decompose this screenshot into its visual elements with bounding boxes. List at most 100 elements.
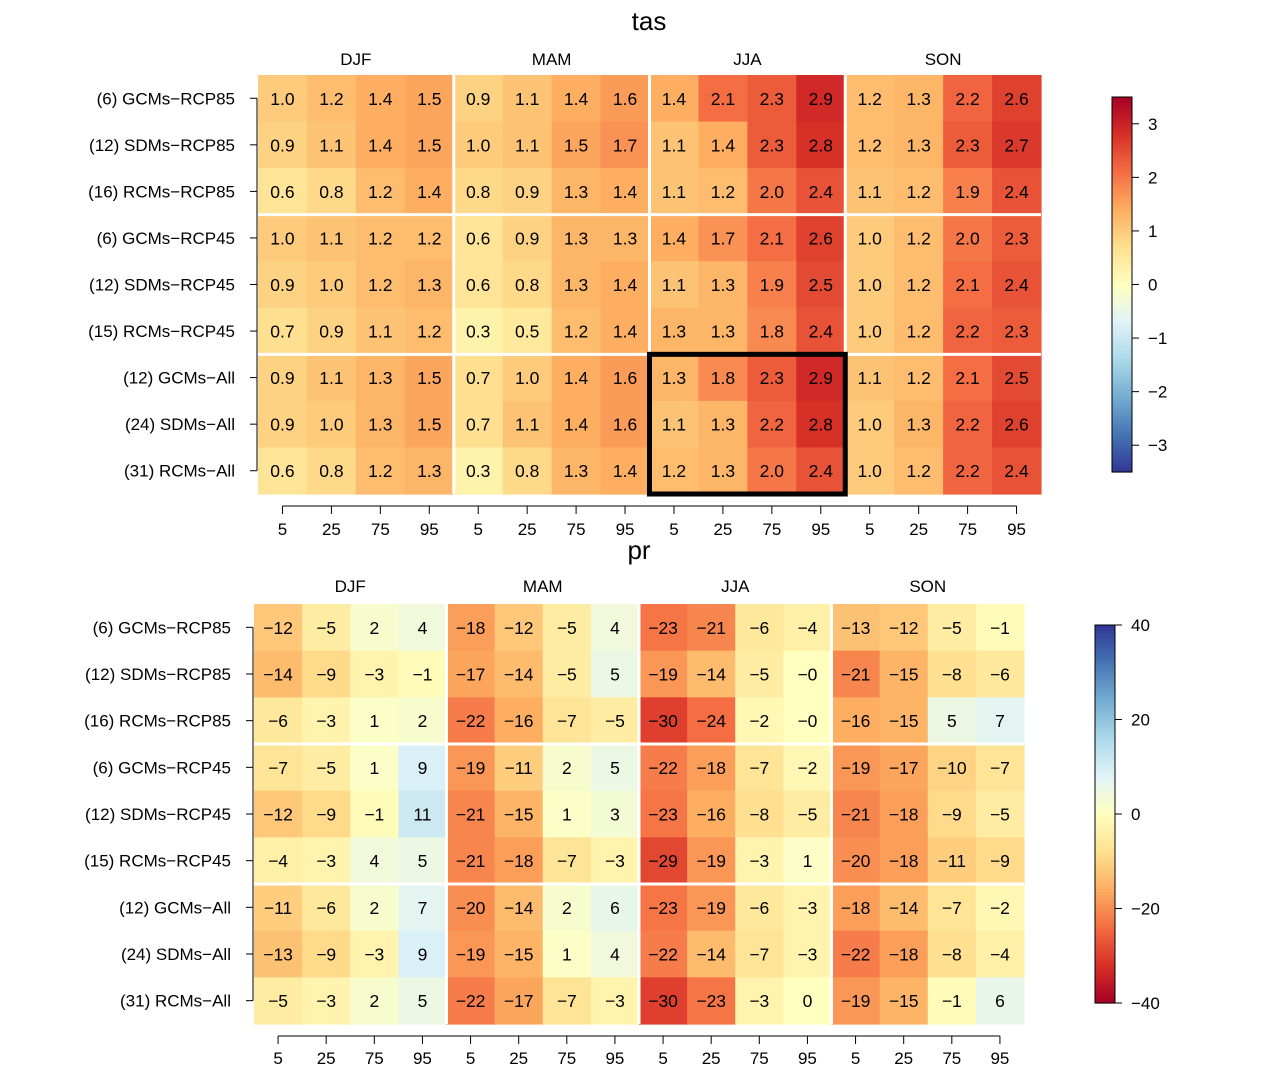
heatmap-cell xyxy=(453,214,504,262)
cell-value-label: 0.7 xyxy=(466,368,490,388)
colorbar-step xyxy=(1112,177,1132,181)
colorbar-step xyxy=(1112,426,1132,430)
cell-value-label: 1.2 xyxy=(906,461,930,481)
colorbar-step xyxy=(1095,781,1115,785)
heatmap-cell xyxy=(831,977,881,1025)
heatmap-cell xyxy=(590,930,640,978)
heatmap-cell xyxy=(302,697,351,745)
heatmap-cell xyxy=(687,650,736,698)
colorbar-step xyxy=(1112,166,1132,170)
cell-value-label: −7 xyxy=(990,758,1010,778)
cell-value-label: 2.4 xyxy=(809,182,834,202)
cell-value-label: 2.9 xyxy=(809,368,833,388)
colorbar-step xyxy=(1095,873,1115,877)
colorbar-step xyxy=(1095,652,1115,656)
colorbar-step xyxy=(1112,461,1132,465)
heatmap-cell xyxy=(783,930,833,978)
row-label: (12) SDMs−RCP85 xyxy=(85,665,231,684)
heatmap-cell xyxy=(254,650,303,698)
cell-value-label: 2.4 xyxy=(809,461,834,481)
heatmap-cell xyxy=(542,977,592,1025)
colorbar-step xyxy=(1112,139,1132,144)
cell-value-label: 2.1 xyxy=(955,368,979,388)
heatmap-cell xyxy=(306,214,357,262)
heatmap-cell xyxy=(542,744,592,792)
colorbar-step xyxy=(1112,113,1132,117)
heatmap-cell xyxy=(796,261,846,309)
cell-value-label: −0 xyxy=(797,711,817,731)
x-tick-label: 75 xyxy=(942,1049,961,1068)
heatmap-cell xyxy=(404,75,455,123)
heatmap-cell xyxy=(542,790,592,838)
heatmap-cell xyxy=(398,837,448,885)
heatmap-cell xyxy=(927,977,977,1025)
cell-value-label: 1.5 xyxy=(417,135,441,155)
cell-value-label: 2.5 xyxy=(809,275,833,295)
heatmap-cell xyxy=(698,121,748,169)
heatmap-cell xyxy=(355,307,406,355)
cell-value-label: 4 xyxy=(418,618,428,638)
heatmap-cell xyxy=(502,400,553,449)
heatmap-cell xyxy=(306,400,357,449)
cell-value-label: −4 xyxy=(990,945,1010,965)
heatmap-cell xyxy=(355,261,406,309)
heatmap-cell xyxy=(687,977,736,1025)
colorbar-step xyxy=(1112,276,1132,280)
colorbar-step xyxy=(1095,687,1115,691)
cell-value-label: 2.8 xyxy=(809,415,833,435)
heatmap-cell xyxy=(943,447,993,495)
heatmap-cell xyxy=(796,168,846,216)
cell-value-label: −7 xyxy=(749,758,769,778)
heatmap-cell xyxy=(446,930,496,978)
cell-value-label: 1 xyxy=(369,711,379,731)
row-label: (6) GCMs−RCP45 xyxy=(97,229,235,248)
cell-value-label: −3 xyxy=(797,945,817,965)
cell-value-label: 2.4 xyxy=(1004,461,1029,481)
cell-value-label: 1.2 xyxy=(906,322,930,342)
cell-value-label: −18 xyxy=(456,618,486,638)
heatmap-cell xyxy=(639,790,688,838)
cell-value-label: 2.5 xyxy=(1004,368,1028,388)
colorbar-step xyxy=(1095,760,1115,764)
row-label: (16) RCMs−RCP85 xyxy=(84,712,231,731)
heatmap-cell xyxy=(350,930,399,978)
heatmap-cell xyxy=(831,604,881,652)
cell-value-label: −3 xyxy=(316,851,336,871)
colorbar-step xyxy=(1095,765,1115,769)
heatmap-cell xyxy=(254,790,303,838)
colorbar-step xyxy=(1095,633,1115,637)
heatmap-cell xyxy=(845,214,895,262)
cell-value-label: −5 xyxy=(268,991,288,1011)
colorbar-step xyxy=(1095,814,1115,818)
colorbar-step xyxy=(1112,391,1132,395)
x-tick-label: 95 xyxy=(990,1049,1009,1068)
cell-value-label: 2.1 xyxy=(955,275,979,295)
heatmap-cell xyxy=(649,400,700,449)
cell-value-label: −5 xyxy=(557,665,577,685)
colorbar-step xyxy=(1112,129,1132,133)
heatmap-cell xyxy=(894,75,944,123)
heatmap-cell xyxy=(306,307,357,355)
heatmap-cell xyxy=(992,307,1042,355)
row-label: (6) GCMs−RCP85 xyxy=(97,89,235,108)
cell-value-label: 5 xyxy=(418,991,428,1011)
heatmap-cell xyxy=(502,354,553,402)
cell-value-label: −4 xyxy=(268,851,288,871)
cell-value-label: −8 xyxy=(942,945,962,965)
cell-value-label: 5 xyxy=(610,665,620,685)
cell-value-label: −21 xyxy=(456,851,486,871)
cell-value-label: 1.3 xyxy=(711,322,735,342)
x-tick-label: 95 xyxy=(616,520,635,539)
colorbar-step xyxy=(1112,405,1132,409)
heatmap-cell xyxy=(355,400,406,449)
cell-value-label: −3 xyxy=(364,665,384,685)
colorbar-step xyxy=(1112,455,1132,460)
heatmap-cell xyxy=(735,837,784,885)
colorbar-step xyxy=(1112,431,1132,436)
colorbar-step xyxy=(1112,287,1132,291)
heatmap-cell xyxy=(943,75,993,123)
colorbar-step xyxy=(1095,835,1115,839)
heatmap-cell xyxy=(747,400,797,449)
colorbar-step xyxy=(1112,247,1132,251)
